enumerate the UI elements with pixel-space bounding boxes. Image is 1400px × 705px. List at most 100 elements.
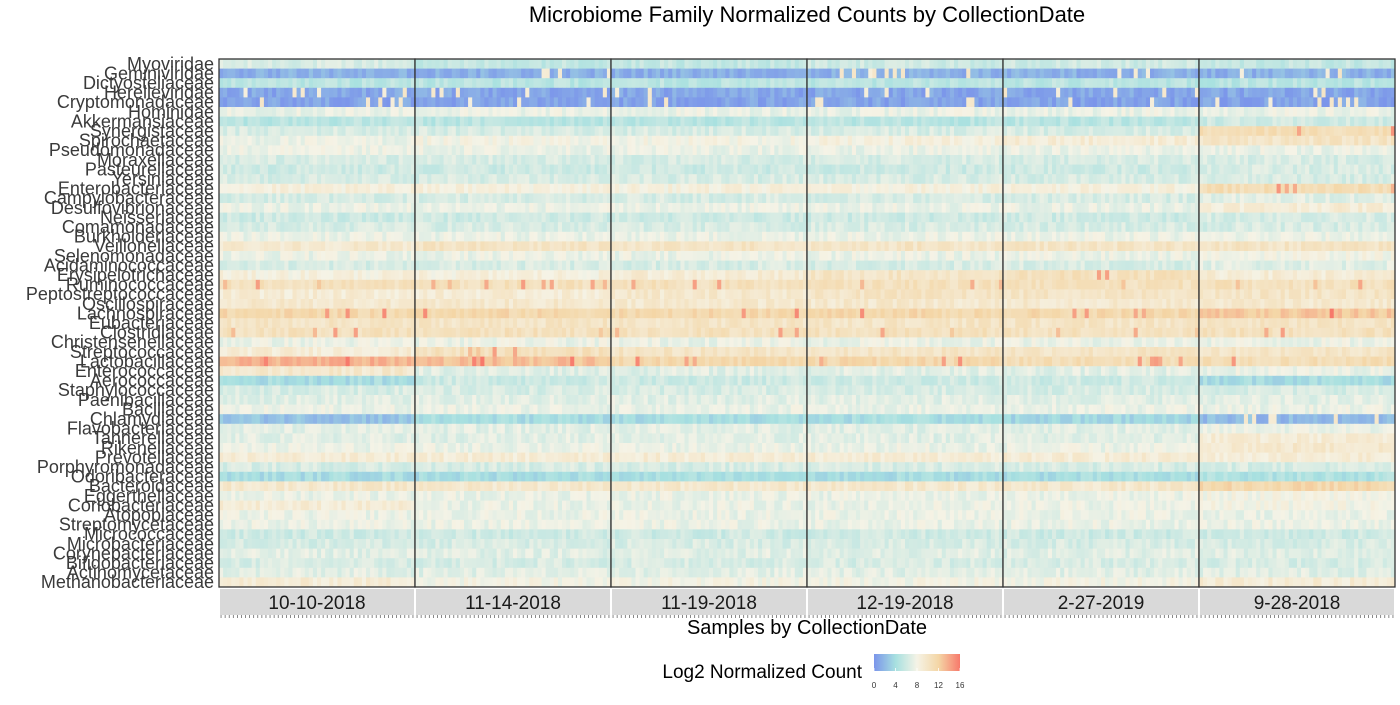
heatmap-cell <box>406 519 412 530</box>
heatmap-cell <box>345 231 351 242</box>
heatmap-cell <box>549 183 555 194</box>
heatmap-cell <box>255 97 261 108</box>
heatmap-cell <box>219 471 224 482</box>
heatmap-cell <box>557 212 563 223</box>
heatmap-cell <box>423 423 428 434</box>
heatmap-cell <box>566 116 571 127</box>
heatmap-cell <box>398 462 404 473</box>
heatmap-cell <box>415 78 420 89</box>
heatmap-cell <box>598 347 604 357</box>
heatmap-cell <box>394 414 400 425</box>
heatmap-cell <box>382 529 387 540</box>
heatmap-cell <box>341 299 346 309</box>
heatmap-cell <box>484 318 489 329</box>
heatmap-cell <box>553 433 559 444</box>
heatmap-cell <box>406 145 412 156</box>
heatmap-cell <box>529 289 534 300</box>
heatmap-cell <box>357 567 363 578</box>
heatmap-cell <box>570 183 575 194</box>
heatmap-cell <box>451 279 457 290</box>
heatmap-cell <box>582 356 587 367</box>
heatmap-cell <box>472 68 477 79</box>
heatmap-cell <box>235 347 240 357</box>
heatmap-cell <box>431 443 436 453</box>
heatmap-cell <box>386 481 391 492</box>
heatmap-cell <box>259 462 265 473</box>
heatmap-cell <box>390 97 395 108</box>
heatmap-cell <box>292 193 297 204</box>
heatmap-cell <box>431 462 436 473</box>
heatmap-cell <box>557 385 563 396</box>
heatmap-cell <box>521 222 526 233</box>
heatmap-cell <box>574 347 579 357</box>
heatmap-cell <box>529 279 534 290</box>
heatmap-cell <box>382 337 387 348</box>
heatmap-cell <box>402 443 408 453</box>
heatmap-cell <box>231 491 236 501</box>
heatmap-cell <box>533 97 538 108</box>
heatmap-cell <box>219 567 224 578</box>
heatmap-cell <box>480 87 485 98</box>
heatmap-cell <box>504 423 510 434</box>
heatmap-cell <box>390 289 395 300</box>
heatmap-cell <box>480 231 485 242</box>
heatmap-cell <box>321 519 326 530</box>
heatmap-cell <box>480 299 485 309</box>
heatmap-cell <box>533 174 538 185</box>
heatmap-cell <box>410 135 416 146</box>
heatmap-cell <box>268 279 273 290</box>
heatmap-cell <box>366 529 371 540</box>
heatmap-cell <box>435 251 440 261</box>
heatmap-cell <box>321 500 326 511</box>
heatmap-cell <box>500 87 506 98</box>
heatmap-cell <box>321 97 326 108</box>
heatmap-cell <box>594 135 600 146</box>
heatmap-cell <box>304 270 310 281</box>
heatmap-cell <box>382 97 387 108</box>
heatmap-cell <box>231 145 236 156</box>
heatmap-cell <box>357 87 363 98</box>
heatmap-cell <box>590 385 596 396</box>
heatmap-cell <box>451 491 457 501</box>
heatmap-cell <box>455 203 461 213</box>
heatmap-cell <box>423 222 428 233</box>
heatmap-cell <box>553 510 559 521</box>
heatmap-cell <box>415 500 420 511</box>
heatmap-cell <box>582 251 587 261</box>
heatmap-cell <box>304 347 310 357</box>
heatmap-cell <box>390 395 395 405</box>
heatmap-cell <box>317 164 322 175</box>
heatmap-cell <box>308 193 314 204</box>
heatmap-cell <box>598 356 604 367</box>
heatmap-cell <box>259 395 265 405</box>
heatmap-cell <box>443 126 449 137</box>
heatmap-cell <box>423 366 428 377</box>
heatmap-cell <box>447 510 453 521</box>
heatmap-cell <box>570 327 575 338</box>
heatmap-cell <box>312 87 318 98</box>
heatmap-cell <box>476 155 481 165</box>
heatmap-cell <box>435 375 440 386</box>
heatmap-cell <box>525 183 530 194</box>
heatmap-cell <box>357 59 363 69</box>
heatmap-cell <box>386 385 391 396</box>
heatmap-cell <box>333 452 338 463</box>
heatmap-cell <box>586 135 591 146</box>
heatmap-cell <box>280 174 285 185</box>
heatmap-cell <box>582 135 587 146</box>
heatmap-cell <box>549 491 555 501</box>
heatmap-cell <box>239 164 244 175</box>
heatmap-cell <box>504 68 510 79</box>
heatmap-cell <box>325 260 330 271</box>
heatmap-cell <box>268 59 273 69</box>
heatmap-cell <box>300 116 306 127</box>
heatmap-cell <box>521 299 526 309</box>
heatmap-cell <box>259 318 265 329</box>
heatmap-cell <box>386 356 391 367</box>
heatmap-cell <box>427 510 432 521</box>
heatmap-cell <box>247 577 253 588</box>
heatmap-cell <box>455 519 461 530</box>
heatmap-cell <box>357 164 363 175</box>
heatmap-cell <box>443 443 449 453</box>
heatmap-cell <box>410 327 416 338</box>
